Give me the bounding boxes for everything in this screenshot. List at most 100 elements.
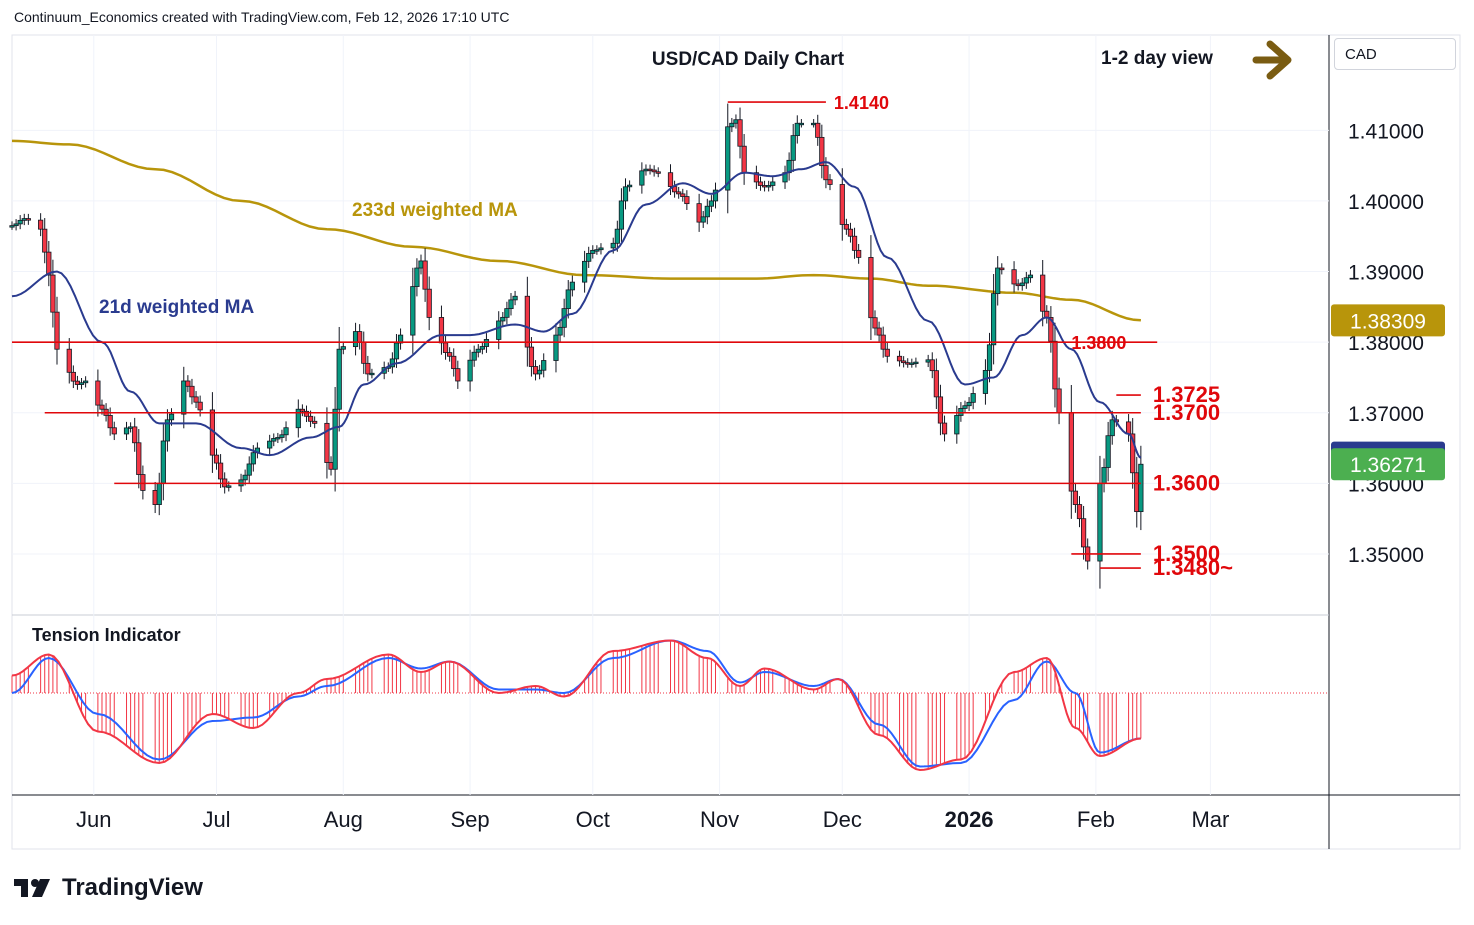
tradingview-footer[interactable]: TradingView <box>14 874 203 902</box>
candle-up-body <box>708 200 715 207</box>
candle-down-body <box>50 274 56 313</box>
candle-down-body <box>438 317 445 344</box>
candle <box>340 341 346 355</box>
candle-down-body <box>843 224 849 230</box>
candle <box>712 182 719 209</box>
candle-down-body <box>737 119 743 147</box>
candle-up-body <box>586 252 592 262</box>
candle-up-body <box>13 223 19 227</box>
candle-up-body <box>414 267 420 287</box>
candle <box>582 250 588 293</box>
candle <box>884 342 890 363</box>
candle-up-body <box>275 437 281 440</box>
tradingview-logo-icon <box>14 879 50 897</box>
tension-indicator-title: Tension Indicator <box>32 625 181 645</box>
candle-up-body <box>966 401 972 407</box>
candle <box>680 188 686 202</box>
candle-down-body <box>856 249 862 258</box>
candle <box>684 190 690 210</box>
candle <box>271 433 277 447</box>
candle <box>1076 496 1083 528</box>
candle-down-body <box>455 368 461 382</box>
candle-up-body <box>242 474 248 481</box>
candle-down-body <box>95 380 101 406</box>
candle <box>312 416 318 429</box>
candle <box>729 117 735 133</box>
candle-down-body <box>1040 274 1046 312</box>
candle-up-body <box>970 393 976 403</box>
tension-line <box>11 639 1141 772</box>
candle <box>986 332 993 383</box>
candle <box>565 280 571 319</box>
candle <box>213 448 220 470</box>
y-tick-label: 1.41000 <box>1348 120 1424 143</box>
x-tick-label: Jun <box>76 807 111 832</box>
candle <box>626 180 633 192</box>
candle <box>696 193 702 232</box>
x-tick-label: Nov <box>700 807 739 832</box>
candle-up-body <box>962 405 968 409</box>
candle-up-body <box>17 219 23 225</box>
candle-down-body <box>451 355 457 370</box>
candle-down-body <box>929 359 935 372</box>
candle-down-body <box>447 352 453 357</box>
candle <box>819 124 825 179</box>
candle <box>512 290 518 306</box>
price-badge-bg <box>1331 304 1445 337</box>
candle <box>1072 482 1079 513</box>
candle-down-body <box>25 218 31 221</box>
candle-up-body <box>766 185 772 188</box>
candle <box>827 174 833 191</box>
candle <box>655 167 661 178</box>
candle <box>851 227 858 259</box>
candle <box>451 348 457 377</box>
candle-up-body <box>393 342 400 360</box>
candle <box>496 311 502 350</box>
candle-up-body <box>614 228 620 244</box>
annotations: USD/CAD Daily Chart 1-2 day view 233d weig… <box>32 40 1292 645</box>
ma233-path <box>11 139 1141 322</box>
candle-up-body <box>798 122 804 126</box>
candle <box>970 386 976 410</box>
candle-up-body <box>340 346 346 350</box>
candle-up-body <box>397 334 404 344</box>
candle <box>541 353 547 378</box>
candle-down-body <box>667 172 674 187</box>
candle <box>336 326 342 432</box>
candle <box>54 296 60 365</box>
candle-down-body <box>70 371 76 382</box>
currency-label-box[interactable]: CAD <box>1334 38 1456 70</box>
candle-up-body <box>1019 282 1025 287</box>
candle-down-body <box>819 136 825 167</box>
candle-up-body <box>1023 277 1029 284</box>
candle-up-body <box>78 382 85 385</box>
candle <box>958 402 964 422</box>
candle-up-body <box>512 295 518 301</box>
candle <box>937 384 944 436</box>
axes: 1.350001.360001.370001.380001.390001.400… <box>76 120 1445 832</box>
level-label-13600: 1.3600 <box>1153 470 1220 495</box>
x-tick-label: Mar <box>1191 807 1229 832</box>
candle <box>132 417 138 452</box>
right-arrow-icon <box>1252 40 1292 80</box>
candle <box>766 180 772 192</box>
tradingview-logo-text: TradingView <box>62 874 203 901</box>
candle <box>598 243 604 255</box>
candle <box>83 376 89 388</box>
candle-up-body <box>590 249 596 254</box>
candle <box>471 345 477 367</box>
x-tick-label: Jul <box>202 807 230 832</box>
candle <box>594 245 600 255</box>
candle-down-body <box>107 415 113 429</box>
candle-up-body <box>160 440 166 484</box>
candle-up-body <box>467 359 473 382</box>
candle <box>896 350 903 367</box>
candle <box>913 357 919 368</box>
candle <box>140 465 146 500</box>
candle <box>999 263 1005 275</box>
view-label: 1-2 day view <box>1101 48 1213 69</box>
candle <box>324 407 330 479</box>
candle <box>553 323 559 373</box>
candle-up-body <box>986 344 993 371</box>
x-tick-label: Feb <box>1077 807 1115 832</box>
